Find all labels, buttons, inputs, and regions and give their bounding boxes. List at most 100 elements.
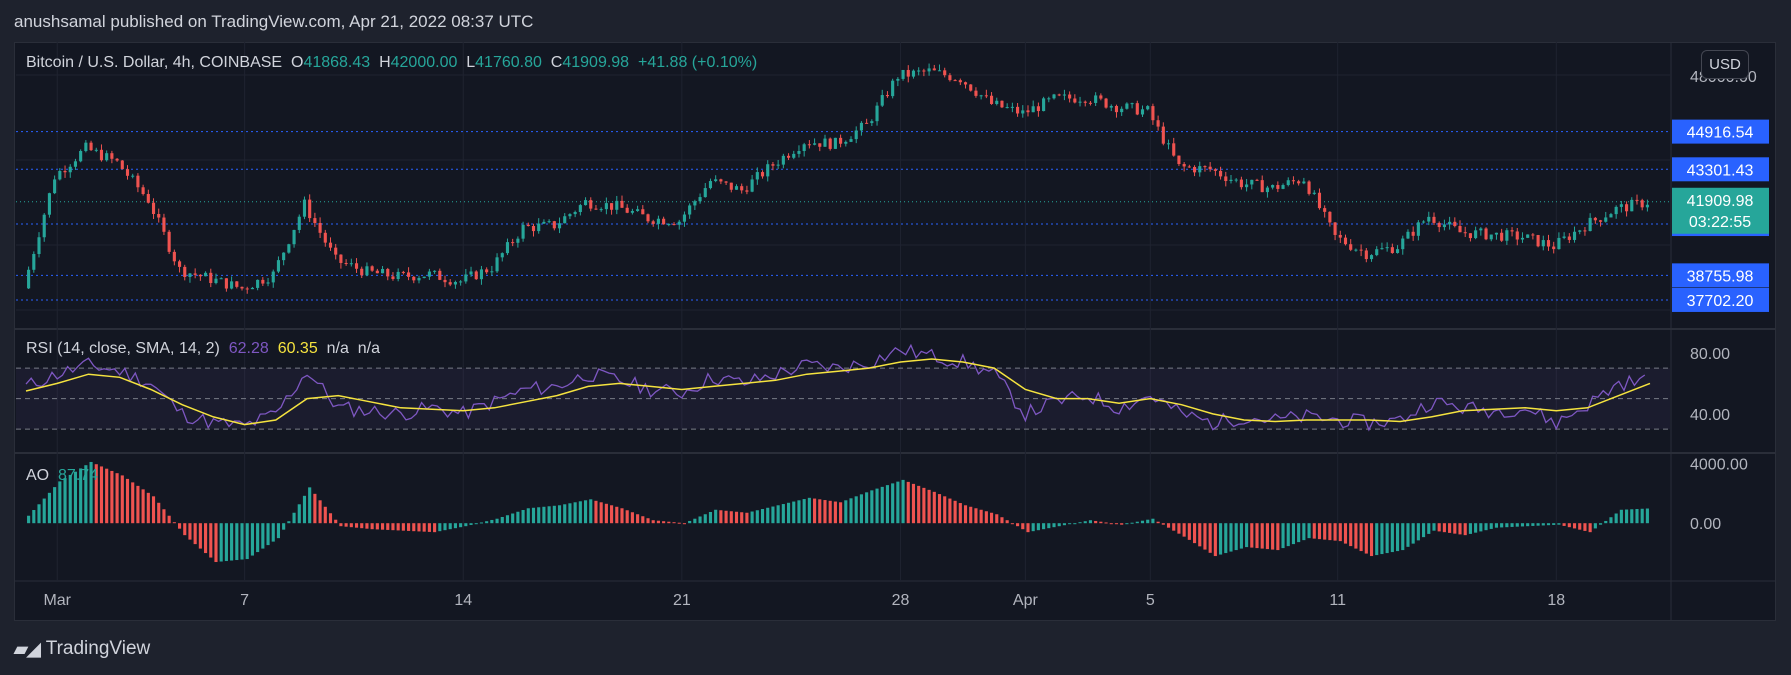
ao-bar (344, 523, 348, 527)
ao-bar (1359, 523, 1363, 552)
candle-body (282, 252, 286, 261)
candle-body (1130, 103, 1134, 105)
ao-bar (1427, 523, 1431, 534)
symbol-label[interactable]: Bitcoin / U.S. Dollar, 4h, COINBASE (26, 54, 283, 71)
candle-body (625, 207, 629, 213)
ao-bar (724, 510, 728, 524)
candle-body (1567, 236, 1571, 240)
candle-body (370, 266, 374, 271)
candle-body (740, 186, 744, 191)
ao-bar (839, 502, 843, 524)
ao-bar (1000, 517, 1004, 524)
ao-bar (859, 494, 863, 524)
candle-body (469, 271, 473, 275)
candle-body (521, 224, 525, 239)
ao-name[interactable]: AO (26, 467, 50, 484)
ao-bar (682, 523, 687, 525)
time-axis-label: 5 (1146, 592, 1155, 609)
candle-body (401, 271, 405, 273)
candle-body (1364, 250, 1368, 260)
candle-body (1635, 199, 1639, 201)
candle-body (438, 270, 442, 280)
ao-bar (911, 483, 916, 524)
candle-body (1224, 176, 1228, 182)
ao-bar (261, 523, 265, 549)
candle-body (375, 270, 379, 274)
ao-bar (308, 487, 312, 524)
candle-body (995, 100, 999, 104)
rsi-name[interactable]: RSI (14, close, SMA, 14, 2) (26, 340, 220, 357)
ao-bar (53, 487, 57, 524)
candle-body (120, 160, 124, 170)
candle-body (1239, 179, 1243, 188)
ao-bar (1411, 523, 1415, 544)
ao-bar (557, 505, 562, 524)
candle-body (1614, 206, 1618, 215)
ao-bar (1245, 523, 1249, 548)
candle-body (146, 194, 150, 203)
ao-bar (282, 523, 286, 530)
candle-body (1281, 185, 1285, 189)
candle-body (984, 95, 988, 97)
currency-button[interactable]: USD (1701, 50, 1749, 79)
candle-body (1016, 106, 1020, 114)
candle-body (271, 271, 275, 283)
candle-body (177, 261, 182, 267)
ao-bar (1260, 523, 1264, 549)
candle-body (474, 271, 478, 280)
ao-bar (1598, 523, 1603, 525)
ao-bar (1468, 523, 1472, 534)
ao-bar (230, 523, 234, 561)
tradingview-brand[interactable]: ▰◢ TradingView (14, 638, 150, 660)
ao-bar (1442, 523, 1446, 533)
ao-bar (1588, 523, 1592, 533)
ao-bar (1614, 513, 1618, 524)
candle-body (974, 90, 978, 96)
ao-bar (302, 495, 307, 524)
ao-bar (729, 511, 733, 524)
ao-bar (1406, 523, 1410, 547)
candle-body (1250, 179, 1254, 185)
candle-body (615, 200, 619, 210)
candle-body (1109, 105, 1113, 108)
ao-bar (1042, 523, 1046, 530)
ao-bar (833, 501, 837, 524)
candle-body (63, 170, 67, 173)
ao-bar (583, 500, 588, 524)
ao-bar (151, 496, 156, 524)
candle-body (958, 80, 962, 83)
candle-body (724, 181, 728, 183)
ao-bar (157, 502, 161, 524)
candle-body (1042, 98, 1046, 112)
candle-body (771, 164, 775, 166)
ao-bar (630, 512, 634, 524)
ao-bar (963, 505, 968, 524)
candle-body (646, 214, 650, 222)
ao-bar (849, 498, 853, 524)
candle-body (79, 150, 83, 162)
ao-bar (1276, 523, 1280, 551)
candle-body (1395, 249, 1400, 254)
ao-bar (750, 511, 754, 524)
candle-body (1260, 180, 1264, 193)
candle-body (365, 266, 369, 276)
candle-body (552, 221, 556, 229)
ao-bar (380, 523, 385, 530)
candle-body (1166, 143, 1171, 145)
rsi-axis-label: 40.00 (1690, 407, 1730, 424)
ao-bar (656, 520, 660, 524)
time-axis-label: Apr (1013, 592, 1039, 609)
candle-body (599, 209, 603, 211)
ao-bar (1047, 523, 1051, 529)
time-axis-label: 28 (892, 592, 910, 609)
ao-bar (1135, 521, 1139, 524)
candle-body (1208, 166, 1212, 170)
ao-bar (1380, 523, 1384, 555)
ao-bar (1099, 521, 1103, 524)
price-legend: Bitcoin / U.S. Dollar, 4h, COINBASE O418… (26, 54, 757, 72)
candle-body (1578, 230, 1582, 232)
candle-body (1572, 231, 1577, 240)
ao-bar (771, 506, 775, 524)
candle-body (105, 153, 109, 161)
